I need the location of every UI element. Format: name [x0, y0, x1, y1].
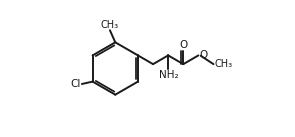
- Text: O: O: [199, 50, 207, 60]
- Text: CH₃: CH₃: [100, 20, 118, 30]
- Text: O: O: [179, 40, 187, 50]
- Text: NH₂: NH₂: [159, 70, 178, 80]
- Text: Cl: Cl: [70, 79, 80, 89]
- Text: CH₃: CH₃: [214, 59, 232, 69]
